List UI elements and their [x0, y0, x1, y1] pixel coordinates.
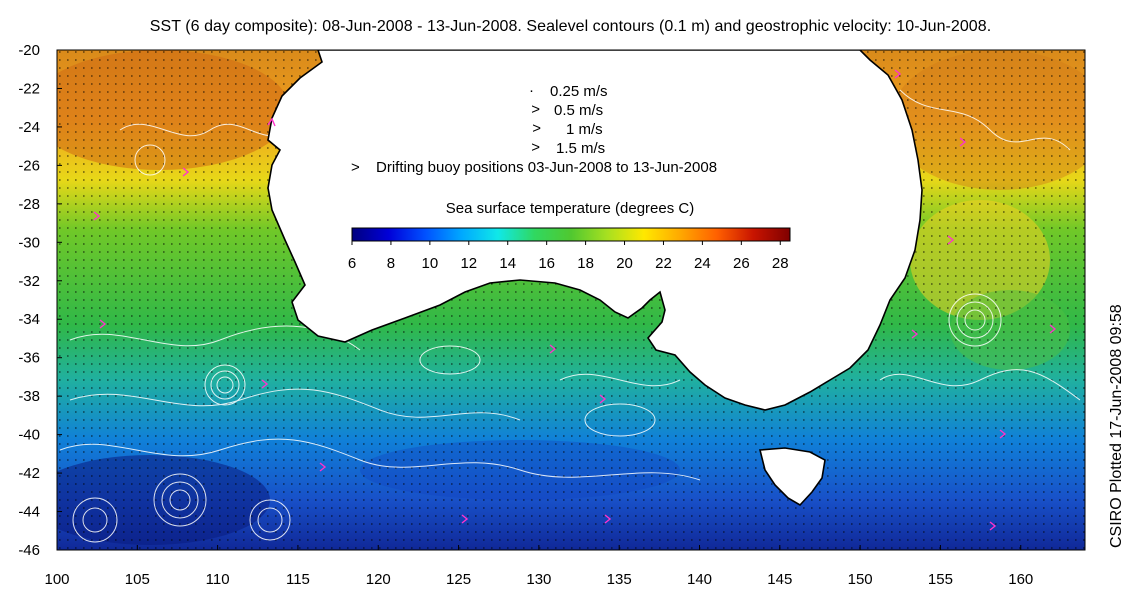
colorbar-tick-label: 28: [772, 255, 789, 272]
longitude-tick-label: 120: [366, 571, 391, 588]
vector-legend-label: 0.5 m/s: [554, 102, 603, 119]
colorbar-tick-label: 18: [577, 255, 594, 272]
latitude-tick-label: -40: [18, 427, 40, 444]
buoy-legend-symbol: >: [351, 159, 360, 176]
longitude-tick-label: 145: [767, 571, 792, 588]
vector-legend-label: 1 m/s: [566, 121, 603, 138]
colorbar-tick-label: 6: [348, 255, 356, 272]
colorbar-tick-label: 14: [499, 255, 516, 272]
vector-legend-symbol: >: [532, 120, 541, 137]
colorbar-tick-label: 16: [538, 255, 555, 272]
colorbar-tick-label: 20: [616, 255, 633, 272]
longitude-tick-label: 130: [526, 571, 551, 588]
latitude-tick-label: -20: [18, 42, 40, 59]
colorbar-title: Sea surface temperature (degrees C): [446, 200, 694, 217]
vector-legend-label: 0.25 m/s: [550, 83, 608, 100]
buoy-legend-label: Drifting buoy positions 03-Jun-2008 to 1…: [376, 159, 717, 176]
longitude-tick-label: 125: [446, 571, 471, 588]
colorbar-scale: [351, 227, 791, 242]
longitude-axis: 100 105 110 115 120 125 130 135 140 145 150 155 160: [44, 545, 1033, 588]
colorbar-tick-label: 26: [733, 255, 750, 272]
latitude-tick-label: -44: [18, 504, 40, 521]
velocity-legend: · 0.25 m/s > 0.5 m/s > 1 m/s > 1.5 m/s >…: [351, 82, 717, 176]
longitude-tick-label: 150: [848, 571, 873, 588]
vector-legend-symbol: >: [531, 101, 540, 118]
colorbar-tick-label: 12: [460, 255, 477, 272]
chart-title: SST (6 day composite): 08-Jun-2008 - 13-…: [149, 18, 992, 35]
longitude-tick-label: 135: [607, 571, 632, 588]
plot-credit: CSIRO Plotted 17-Jun-2008 09:58: [1108, 304, 1125, 548]
latitude-tick-label: -42: [18, 465, 40, 482]
colorbar-tick-label: 10: [422, 255, 439, 272]
land-tasmania: [758, 447, 826, 507]
longitude-tick-label: 140: [687, 571, 712, 588]
latitude-tick-label: -32: [18, 273, 40, 290]
latitude-axis: -20 -22 -24 -26 -28 -30 -32 -34 -36 -38 -40 -42 -44 -…: [18, 42, 62, 559]
latitude-tick-label: -22: [18, 80, 40, 97]
latitude-tick-label: -30: [18, 234, 40, 251]
latitude-tick-label: -24: [18, 119, 40, 136]
map-frame: [56, 49, 1086, 551]
sealevel-contours: [59, 89, 1081, 543]
latitude-tick-label: -36: [18, 350, 40, 367]
colorbar-tick-label: 24: [694, 255, 711, 272]
latitude-tick-label: -46: [18, 542, 40, 559]
vector-legend-label: 1.5 m/s: [556, 140, 605, 157]
latitude-tick-label: -38: [18, 388, 40, 405]
colorbar: Sea surface temperature (degrees C) 6 8 10…: [348, 200, 791, 272]
longitude-tick-label: 110: [206, 571, 230, 588]
latitude-tick-label: -26: [18, 157, 40, 174]
longitude-tick-label: 160: [1008, 571, 1033, 588]
colorbar-tick-label: 22: [655, 255, 672, 272]
vector-legend-symbol: ·: [529, 82, 534, 99]
drifting-buoys: [93, 69, 1057, 531]
longitude-tick-label: 155: [928, 571, 953, 588]
latitude-tick-label: -34: [18, 311, 40, 328]
colorbar-tick-label: 8: [387, 255, 395, 272]
longitude-tick-label: 105: [125, 571, 150, 588]
longitude-tick-label: 115: [286, 571, 310, 588]
latitude-tick-label: -28: [18, 196, 40, 213]
vector-legend-symbol: >: [531, 139, 540, 156]
longitude-tick-label: 100: [44, 571, 69, 588]
